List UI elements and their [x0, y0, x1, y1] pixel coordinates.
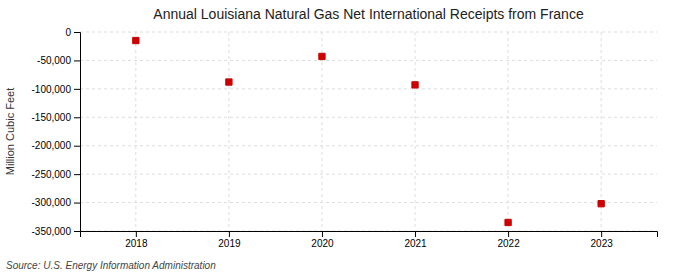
grid: [80, 32, 657, 231]
y-tick-mark: [74, 60, 80, 61]
point: [226, 79, 232, 85]
y-tick: -150,000: [32, 112, 80, 123]
y-tick-mark: [74, 146, 80, 147]
y-tick: -200,000: [32, 140, 80, 151]
x-tick-mark: [601, 231, 602, 237]
x-tick: 2023: [591, 231, 614, 249]
grid-line-y: [80, 88, 657, 89]
grid-line-x: [228, 32, 229, 231]
y-tick-label: -350,000: [32, 226, 72, 237]
x-tick: 2020: [311, 231, 334, 249]
y-axis-title: Million Cubic Feet: [4, 88, 16, 175]
grid-line-y: [80, 174, 657, 175]
title: Annual Louisiana Natural Gas Net Interna…: [153, 6, 584, 22]
x-tick-label: 2019: [218, 238, 241, 249]
point: [412, 82, 418, 88]
y-axis: 0 -50,000 -100,000 -150,000 -200,000 -250,000…: [32, 27, 81, 237]
y-tick-mark: [74, 89, 80, 90]
x-tick-label: 2023: [591, 238, 614, 249]
grid-line-y: [80, 117, 657, 118]
grid-line-y: [80, 145, 657, 146]
y-tick: -250,000: [32, 169, 80, 180]
y-axis-line: [74, 33, 81, 232]
x-tick: 2018: [125, 231, 148, 249]
point: [133, 37, 139, 43]
y-tick-label: -250,000: [32, 169, 72, 180]
chart: 2018 2019 2020 2021 2022 2023 0 -50,000 -100,000…: [0, 0, 675, 275]
grid-line-y: [80, 60, 657, 61]
y-tick-label: -200,000: [32, 140, 72, 151]
x-tick-label: 2022: [497, 238, 520, 249]
grid-line-x: [135, 32, 136, 231]
y-tick-mark: [74, 174, 80, 175]
y-tick-label: -300,000: [32, 197, 72, 208]
y-tick-label: -50,000: [37, 55, 71, 66]
y-tick: -300,000: [32, 197, 80, 208]
y-tick-mark: [74, 231, 80, 232]
grid-line-y: [80, 202, 657, 203]
plot: 2018 2019 2020 2021 2022 2023 0 -50,000 -100,000…: [4, 27, 658, 249]
x-tick-mark: [415, 231, 416, 237]
y-tick-mark: [74, 117, 80, 118]
x-tick-mark: [508, 231, 509, 237]
grid-line-x: [415, 32, 416, 231]
x-tick-label: 2020: [311, 238, 334, 249]
x-tick-label: 2018: [125, 238, 148, 249]
x-tick: 2022: [497, 231, 520, 249]
y-tick-label: -150,000: [32, 112, 72, 123]
point: [598, 201, 604, 207]
x-axis-line: [81, 232, 658, 238]
y-tick: -350,000: [32, 226, 80, 237]
x-tick: 2021: [404, 231, 427, 249]
source: Source: U.S. Energy Information Administ…: [6, 260, 216, 271]
x-tick-label: 2021: [404, 238, 427, 249]
point: [505, 219, 511, 225]
grid-line-x: [508, 32, 509, 231]
y-tick: -50,000: [37, 55, 80, 66]
grid-line-y: [80, 32, 657, 33]
x-axis: 2018 2019 2020 2021 2022 2023: [81, 231, 658, 249]
x-tick-mark: [322, 231, 323, 237]
point: [319, 53, 325, 59]
points: [133, 37, 605, 225]
y-tick-mark: [74, 203, 80, 204]
x-tick: 2019: [218, 231, 241, 249]
grid-line-x: [321, 32, 322, 231]
y-tick-label: 0: [65, 27, 71, 38]
x-tick-mark: [136, 231, 137, 237]
y-tick-mark: [74, 32, 80, 33]
y-tick-label: -100,000: [32, 84, 72, 95]
x-tick-mark: [229, 231, 230, 237]
y-tick: 0: [65, 27, 80, 38]
y-tick: -100,000: [32, 84, 80, 95]
